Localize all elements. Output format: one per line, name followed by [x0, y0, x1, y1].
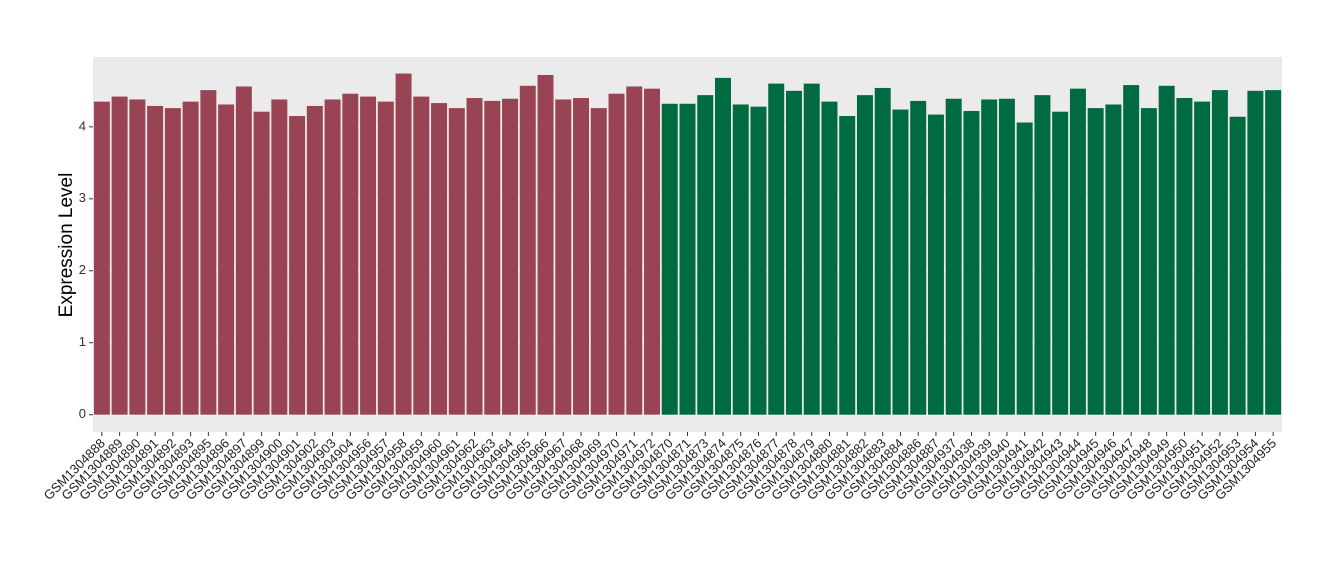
bar	[590, 108, 607, 415]
bar	[1123, 85, 1140, 415]
bar	[1016, 122, 1033, 415]
bar	[111, 96, 128, 415]
bar	[856, 95, 873, 415]
bar	[661, 103, 678, 415]
bar	[998, 98, 1015, 415]
bar	[732, 104, 749, 415]
bar	[502, 98, 519, 415]
bar	[981, 99, 998, 415]
bar	[608, 93, 625, 415]
bar	[679, 103, 696, 415]
y-tick-label: 2	[79, 262, 86, 277]
bar	[448, 108, 465, 415]
bar	[537, 74, 554, 415]
y-tick-label: 3	[79, 190, 86, 205]
bar	[927, 114, 944, 415]
bar	[147, 105, 164, 415]
bar	[1176, 98, 1193, 415]
bar	[200, 90, 217, 415]
bar	[164, 108, 181, 415]
bar	[750, 106, 767, 415]
y-tick-label: 4	[79, 118, 86, 133]
bar	[1247, 90, 1264, 415]
bar	[1140, 108, 1157, 415]
bar	[253, 111, 270, 415]
y-tick-label: 0	[79, 406, 86, 421]
bar	[466, 98, 483, 415]
bar	[431, 103, 448, 415]
bar	[1069, 88, 1086, 415]
y-axis-title: Expression Level	[56, 173, 77, 318]
bar	[324, 99, 341, 415]
bar	[697, 95, 714, 415]
bar	[395, 73, 412, 415]
bar	[129, 99, 146, 415]
bar	[768, 83, 785, 415]
bar	[963, 110, 980, 415]
bar	[1105, 104, 1122, 415]
bar	[413, 96, 430, 415]
bar	[892, 109, 909, 415]
bar	[626, 86, 643, 415]
bar	[715, 77, 731, 415]
bar	[945, 98, 962, 415]
bar	[785, 90, 802, 415]
bar	[1211, 90, 1228, 415]
bar	[360, 96, 377, 415]
bar	[874, 87, 891, 415]
bar	[377, 101, 394, 415]
bar	[1158, 85, 1175, 415]
bar	[484, 100, 501, 415]
bar	[519, 85, 536, 415]
bar	[218, 104, 235, 415]
bar	[910, 100, 927, 415]
y-tick-label: 1	[79, 334, 86, 349]
bar	[803, 83, 820, 415]
bar	[839, 116, 856, 415]
bar	[1052, 111, 1069, 415]
bar	[1229, 116, 1246, 415]
bar	[1194, 101, 1211, 415]
bar	[93, 101, 110, 415]
bar	[235, 86, 252, 415]
bar	[342, 93, 359, 415]
bar	[1265, 90, 1282, 415]
bar	[1087, 108, 1104, 415]
bar	[821, 101, 838, 415]
bar	[271, 99, 288, 415]
bar	[289, 116, 306, 415]
bar	[306, 105, 323, 415]
bar	[644, 88, 660, 415]
bar	[555, 99, 572, 415]
bar	[1034, 95, 1051, 415]
bar	[573, 98, 590, 415]
bar	[182, 101, 199, 415]
